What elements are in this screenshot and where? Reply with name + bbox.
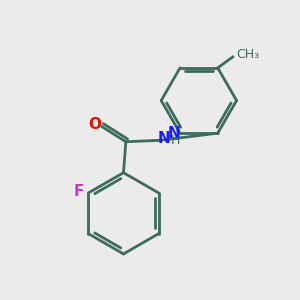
Text: H: H: [171, 134, 181, 147]
Text: F: F: [74, 184, 84, 199]
Text: CH₃: CH₃: [237, 48, 260, 61]
Text: N: N: [167, 126, 180, 141]
Text: N: N: [158, 131, 171, 146]
Text: O: O: [88, 117, 101, 132]
